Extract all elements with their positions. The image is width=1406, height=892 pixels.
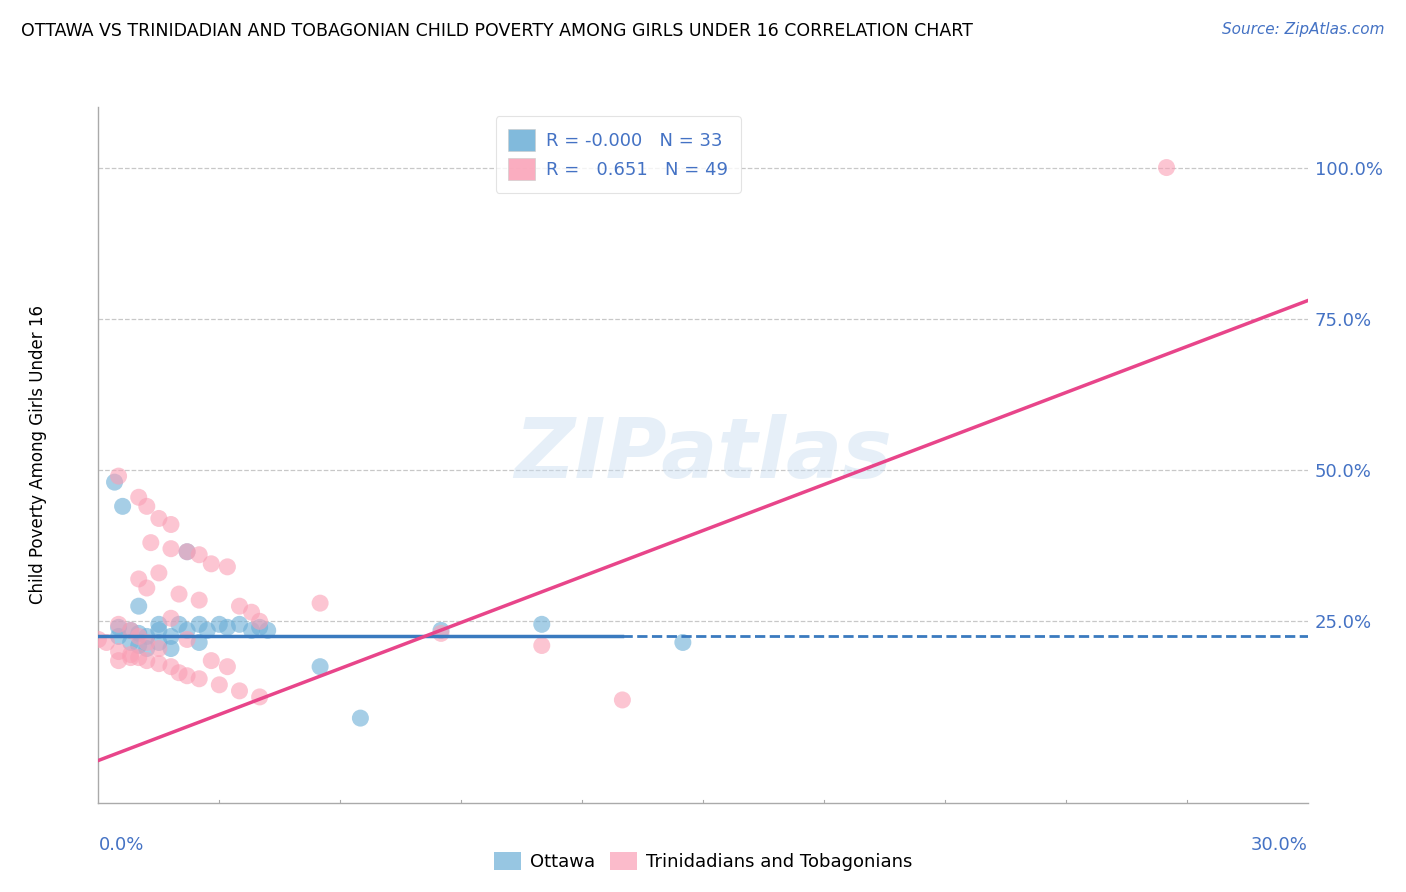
Point (217, 559, 239, 574)
Point (135, 641, 157, 656)
Point (87, 632, 110, 647)
Point (249, 620, 271, 634)
Point (200, 557, 222, 571)
Point (107, 620, 129, 634)
Point (176, 632, 198, 647)
Point (228, 617, 250, 632)
Point (240, 624, 263, 638)
Point (176, 624, 198, 638)
Point (188, 548, 211, 562)
Point (208, 678, 231, 692)
Point (135, 500, 157, 514)
Point (107, 469, 129, 483)
Point (256, 624, 278, 638)
Point (208, 617, 231, 632)
Point (148, 657, 170, 671)
Point (349, 711, 371, 725)
Point (176, 545, 198, 559)
Point (107, 644, 129, 658)
Text: ZIPatlas: ZIPatlas (515, 415, 891, 495)
Point (160, 629, 183, 643)
Point (103, 475, 125, 490)
Point (135, 654, 157, 668)
Point (120, 624, 142, 638)
Point (612, 693, 634, 707)
Point (1156, 161, 1178, 175)
Point (148, 635, 170, 649)
Point (135, 629, 157, 643)
Point (228, 599, 250, 614)
Point (148, 624, 170, 638)
Point (309, 659, 332, 673)
Point (120, 648, 142, 662)
Point (148, 511, 170, 525)
Point (148, 617, 170, 632)
Point (188, 593, 211, 607)
Point (111, 500, 134, 514)
Point (107, 617, 129, 632)
Text: Source: ZipAtlas.com: Source: ZipAtlas.com (1222, 22, 1385, 37)
Point (148, 641, 170, 656)
Point (217, 659, 239, 673)
Legend: Ottawa, Trinidadians and Tobagonians: Ottawa, Trinidadians and Tobagonians (486, 845, 920, 879)
Point (135, 581, 157, 595)
Point (176, 545, 198, 559)
Text: Child Poverty Among Girls Under 16: Child Poverty Among Girls Under 16 (30, 305, 46, 605)
Point (200, 654, 222, 668)
Point (167, 587, 190, 601)
Point (128, 572, 150, 586)
Text: 30.0%: 30.0% (1251, 836, 1308, 854)
Point (430, 624, 453, 638)
Point (160, 517, 183, 532)
Point (188, 617, 211, 632)
Legend: R = -0.000   N = 33, R =   0.651   N = 49: R = -0.000 N = 33, R = 0.651 N = 49 (496, 116, 741, 193)
Point (120, 650, 142, 665)
Text: 0.0%: 0.0% (98, 836, 143, 854)
Point (160, 659, 183, 673)
Point (430, 626, 453, 640)
Point (249, 690, 271, 704)
Point (309, 596, 332, 610)
Point (228, 684, 250, 698)
Point (128, 650, 150, 665)
Point (160, 611, 183, 625)
Point (530, 639, 553, 653)
Point (120, 635, 142, 649)
Point (160, 541, 183, 556)
Point (188, 635, 211, 649)
Point (128, 599, 150, 614)
Point (128, 626, 150, 640)
Point (96, 635, 118, 649)
Point (107, 654, 129, 668)
Point (217, 620, 239, 634)
Point (195, 624, 218, 638)
Point (188, 672, 211, 686)
Point (240, 605, 263, 619)
Point (128, 490, 150, 504)
Text: OTTAWA VS TRINIDADIAN AND TOBAGONIAN CHILD POVERTY AMONG GIRLS UNDER 16 CORRELAT: OTTAWA VS TRINIDADIAN AND TOBAGONIAN CHI… (21, 22, 973, 40)
Point (167, 665, 190, 680)
Point (128, 629, 150, 643)
Point (107, 629, 129, 643)
Point (139, 535, 162, 549)
Point (160, 641, 183, 656)
Point (176, 669, 198, 683)
Point (249, 615, 271, 629)
Point (120, 624, 142, 638)
Point (128, 639, 150, 653)
Point (167, 617, 190, 632)
Point (530, 617, 553, 632)
Point (672, 635, 695, 649)
Point (135, 635, 157, 649)
Point (148, 566, 170, 580)
